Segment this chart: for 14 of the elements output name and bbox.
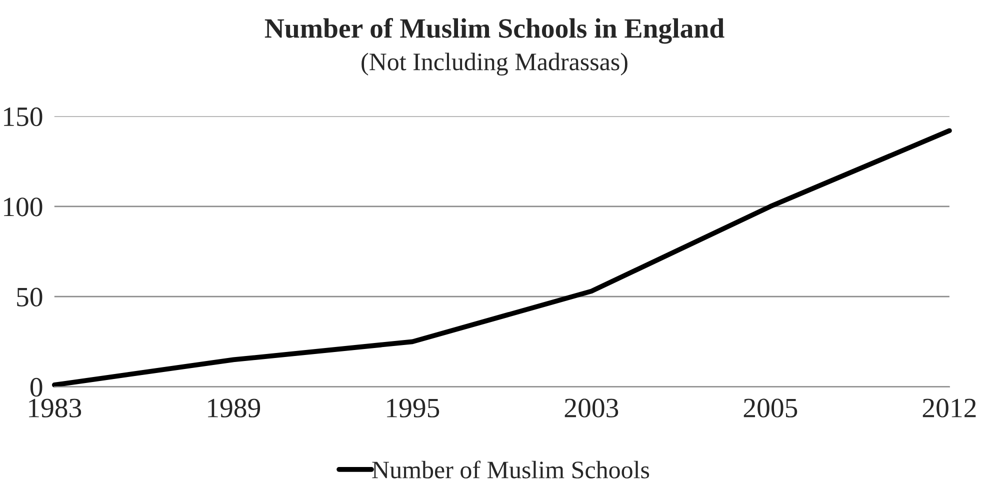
y-tick-label: 150: [4, 107, 42, 126]
x-tick-label: 1995: [387, 398, 440, 418]
x-tick-label: 2005: [744, 398, 798, 418]
x-tick-label: 2003: [564, 398, 618, 418]
y-tick-label: 50: [17, 288, 42, 307]
x-tick-label: 2012: [922, 398, 976, 418]
x-tick-label: 1989: [208, 398, 260, 418]
chart-title: Number of Muslim Schools in England: [264, 18, 724, 44]
legend-label: Number of Muslim Schools: [372, 460, 650, 478]
y-tick-label: 0: [30, 378, 42, 397]
chart-subtitle: (Not Including Madrassas): [362, 52, 628, 76]
x-tick-label: 1983: [29, 398, 82, 418]
line-series: [52, 128, 952, 388]
y-tick-label: 100: [4, 198, 42, 216]
